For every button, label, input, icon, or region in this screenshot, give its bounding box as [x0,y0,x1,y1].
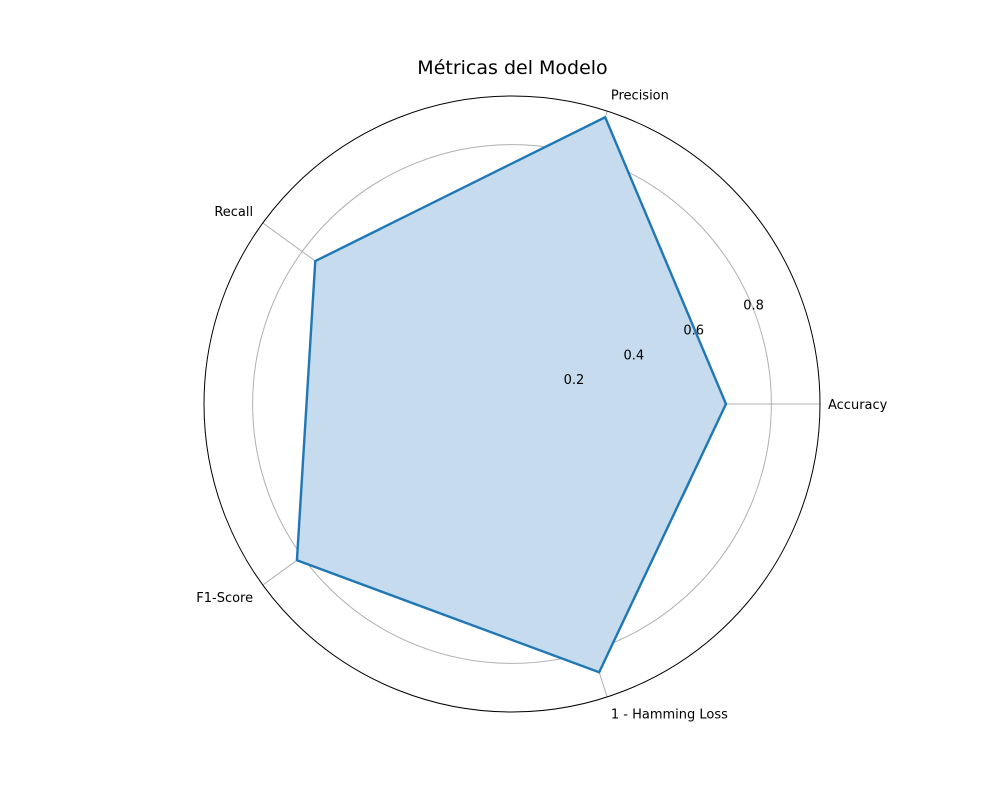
radial-tick-label: 0.4 [623,348,644,363]
series-area [296,117,726,673]
series-line [295,116,728,674]
label-layer: Accuracy Precision Recall F1-Score 1 - Hammi… [196,89,887,723]
radial-tick-label: 0.2 [564,373,585,388]
radial-tick-label: 0.6 [683,324,704,339]
category-label: 1 - Hamming Loss [611,707,728,722]
chart-title: Métricas del Modelo [417,57,608,79]
series-layer [295,116,728,674]
category-label: F1-Score [196,591,253,606]
polar-frame [203,95,821,713]
category-label: Recall [214,205,253,220]
category-label: Precision [611,89,669,104]
category-label: Accuracy [828,398,888,413]
radial-tick-label: 0.8 [743,299,764,314]
